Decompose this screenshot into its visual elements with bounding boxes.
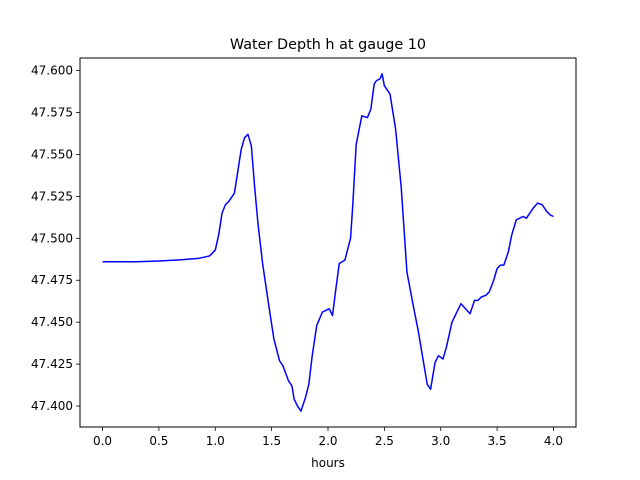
x-axis: 0.0 0.5 1.0 1.5 2.0 2.5 3.0 3.5 4.0: [93, 427, 563, 448]
y-tick-label: 47.400: [31, 399, 73, 413]
series-line-water-depth: [102, 73, 554, 412]
y-tick-label: 47.425: [31, 357, 73, 371]
x-tick-label: 1.5: [262, 434, 281, 448]
y-tick-label: 47.450: [31, 315, 73, 329]
y-tick-label: 47.525: [31, 189, 73, 203]
x-tick-label: 4.0: [544, 434, 563, 448]
x-tick-label: 3.5: [488, 434, 507, 448]
x-tick-label: 2.0: [318, 434, 337, 448]
x-tick-label: 0.0: [93, 434, 112, 448]
y-axis: 47.400 47.425 47.450 47.475 47.500 47.525 47.5…: [31, 64, 80, 413]
y-tick-label: 47.600: [31, 64, 73, 78]
y-tick-label: 47.550: [31, 147, 73, 161]
y-tick-label: 47.475: [31, 273, 73, 287]
y-tick-label: 47.500: [31, 231, 73, 245]
x-tick-label: 1.0: [206, 434, 225, 448]
axes-frame: [79, 57, 577, 428]
plot-area: [102, 73, 554, 412]
y-tick-label: 47.575: [31, 106, 73, 120]
x-tick-label: 0.5: [149, 434, 168, 448]
x-axis-label: hours: [311, 456, 345, 470]
x-tick-label: 2.5: [375, 434, 394, 448]
x-tick-label: 3.0: [431, 434, 450, 448]
chart-title: Water Depth h at gauge 10: [230, 37, 426, 53]
